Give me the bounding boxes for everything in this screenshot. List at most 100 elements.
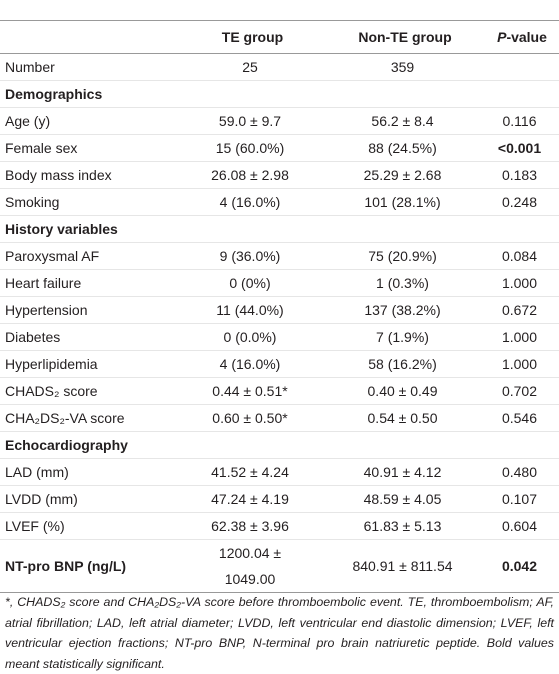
- cell: [480, 80, 559, 108]
- cell: 4 (16.0%): [175, 350, 325, 378]
- cell: 15 (60.0%): [175, 134, 325, 162]
- cell: 0.672: [480, 296, 559, 324]
- row-label: LVDD (mm): [0, 485, 175, 513]
- data-row: Paroxysmal AF 9 (36.0%) 75 (20.9%) 0.084: [0, 242, 559, 270]
- row-label: Smoking: [0, 188, 175, 216]
- cell: [175, 215, 325, 243]
- cell: 1.000: [480, 269, 559, 297]
- cell: [480, 215, 559, 243]
- cell: 0.60 ± 0.50*: [175, 404, 325, 432]
- cell: 0.248: [480, 188, 559, 216]
- cell: 47.24 ± 4.19: [175, 485, 325, 513]
- cell: 25: [175, 53, 325, 81]
- cell: 0.116: [480, 107, 559, 135]
- cell: 26.08 ± 2.98: [175, 161, 325, 189]
- cell-text: 1200.04 ± 1049.00: [218, 545, 282, 587]
- section-row: Demographics: [0, 80, 559, 108]
- cell: 1200.04 ± 1049.00: [175, 539, 325, 593]
- cell: 11 (44.0%): [175, 296, 325, 324]
- row-label: Paroxysmal AF: [0, 242, 175, 270]
- row-label: LAD (mm): [0, 458, 175, 486]
- cell: 75 (20.9%): [325, 242, 480, 270]
- data-row: LVEF (%) 62.38 ± 3.96 61.83 ± 5.13 0.604: [0, 512, 559, 540]
- cell: 1 (0.3%): [325, 269, 480, 297]
- cell: 0.042: [480, 539, 559, 593]
- row-label: NT-pro BNP (ng/L): [0, 539, 175, 593]
- cell: 9 (36.0%): [175, 242, 325, 270]
- data-row: Age (y) 59.0 ± 9.7 56.2 ± 8.4 0.116: [0, 107, 559, 135]
- data-row: Diabetes 0 (0.0%) 7 (1.9%) 1.000: [0, 323, 559, 351]
- cell: 0.480: [480, 458, 559, 486]
- section-row: History variables: [0, 215, 559, 243]
- header-cell: TE group: [175, 20, 325, 54]
- header-cell: P-value: [480, 20, 559, 54]
- cell: 40.91 ± 4.12: [325, 458, 480, 486]
- cell: [480, 53, 559, 81]
- row-label: Body mass index: [0, 161, 175, 189]
- header-cell: [0, 20, 175, 54]
- data-table: TE group Non-TE group P-value Number 25 35…: [0, 20, 559, 593]
- cell: 4 (16.0%): [175, 188, 325, 216]
- cell: [175, 431, 325, 459]
- header-row: TE group Non-TE group P-value: [0, 20, 559, 54]
- cell: 0.54 ± 0.50: [325, 404, 480, 432]
- row-label: CHA₂DS₂-VA score: [0, 404, 175, 432]
- section-row: Echocardiography: [0, 431, 559, 459]
- cell: 56.2 ± 8.4: [325, 107, 480, 135]
- row-label: CHADS₂ score: [0, 377, 175, 405]
- cell: 0.546: [480, 404, 559, 432]
- cell: 61.83 ± 5.13: [325, 512, 480, 540]
- data-row: Smoking 4 (16.0%) 101 (28.1%) 0.248: [0, 188, 559, 216]
- table-body: Number 25 359 Demographics Age (y) 59.0 ± 9.7…: [0, 53, 559, 593]
- cell: [325, 80, 480, 108]
- data-row: Hyperlipidemia 4 (16.0%) 58 (16.2%) 1.000: [0, 350, 559, 378]
- cell: 0 (0%): [175, 269, 325, 297]
- data-row: LAD (mm) 41.52 ± 4.24 40.91 ± 4.12 0.480: [0, 458, 559, 486]
- data-row: CHADS₂ score 0.44 ± 0.51* 0.40 ± 0.49 0.702: [0, 377, 559, 405]
- cell: 0.183: [480, 161, 559, 189]
- cell: [325, 431, 480, 459]
- cell: 41.52 ± 4.24: [175, 458, 325, 486]
- row-label: Echocardiography: [0, 431, 175, 459]
- row-label: Diabetes: [0, 323, 175, 351]
- row-label: Number: [0, 53, 175, 81]
- cell: 0.702: [480, 377, 559, 405]
- header-cell: Non-TE group: [325, 20, 480, 54]
- cell: 0.44 ± 0.51*: [175, 377, 325, 405]
- cell: 48.59 ± 4.05: [325, 485, 480, 513]
- cell: 1.000: [480, 350, 559, 378]
- cell: 59.0 ± 9.7: [175, 107, 325, 135]
- data-row: Female sex 15 (60.0%) 88 (24.5%) <0.001: [0, 134, 559, 162]
- cell: 0.604: [480, 512, 559, 540]
- data-row: NT-pro BNP (ng/L) 1200.04 ± 1049.00 840.91…: [0, 539, 559, 593]
- row-label: Hypertension: [0, 296, 175, 324]
- row-label: Age (y): [0, 107, 175, 135]
- cell: 1.000: [480, 323, 559, 351]
- cell: 359: [325, 53, 480, 81]
- cell: 0.40 ± 0.49: [325, 377, 480, 405]
- cell: 0.107: [480, 485, 559, 513]
- row-label: History variables: [0, 215, 175, 243]
- cell: 88 (24.5%): [325, 134, 480, 162]
- data-row: Hypertension 11 (44.0%) 137 (38.2%) 0.672: [0, 296, 559, 324]
- cell: 58 (16.2%): [325, 350, 480, 378]
- data-row: Body mass index 26.08 ± 2.98 25.29 ± 2.68 0…: [0, 161, 559, 189]
- cell: 0.084: [480, 242, 559, 270]
- data-row: Heart failure 0 (0%) 1 (0.3%) 1.000: [0, 269, 559, 297]
- cell: 0 (0.0%): [175, 323, 325, 351]
- data-row: Number 25 359: [0, 53, 559, 81]
- cell: 7 (1.9%): [325, 323, 480, 351]
- data-row: LVDD (mm) 47.24 ± 4.19 48.59 ± 4.05 0.107: [0, 485, 559, 513]
- cell: 137 (38.2%): [325, 296, 480, 324]
- header-text: P-value: [497, 29, 547, 45]
- row-label: Female sex: [0, 134, 175, 162]
- cell: [175, 80, 325, 108]
- row-label: Hyperlipidemia: [0, 350, 175, 378]
- data-row: CHA₂DS₂-VA score 0.60 ± 0.50* 0.54 ± 0.50 0…: [0, 404, 559, 432]
- cell: 62.38 ± 3.96: [175, 512, 325, 540]
- cell: 101 (28.1%): [325, 188, 480, 216]
- row-label: Heart failure: [0, 269, 175, 297]
- cell: [325, 215, 480, 243]
- cell: <0.001: [480, 134, 559, 162]
